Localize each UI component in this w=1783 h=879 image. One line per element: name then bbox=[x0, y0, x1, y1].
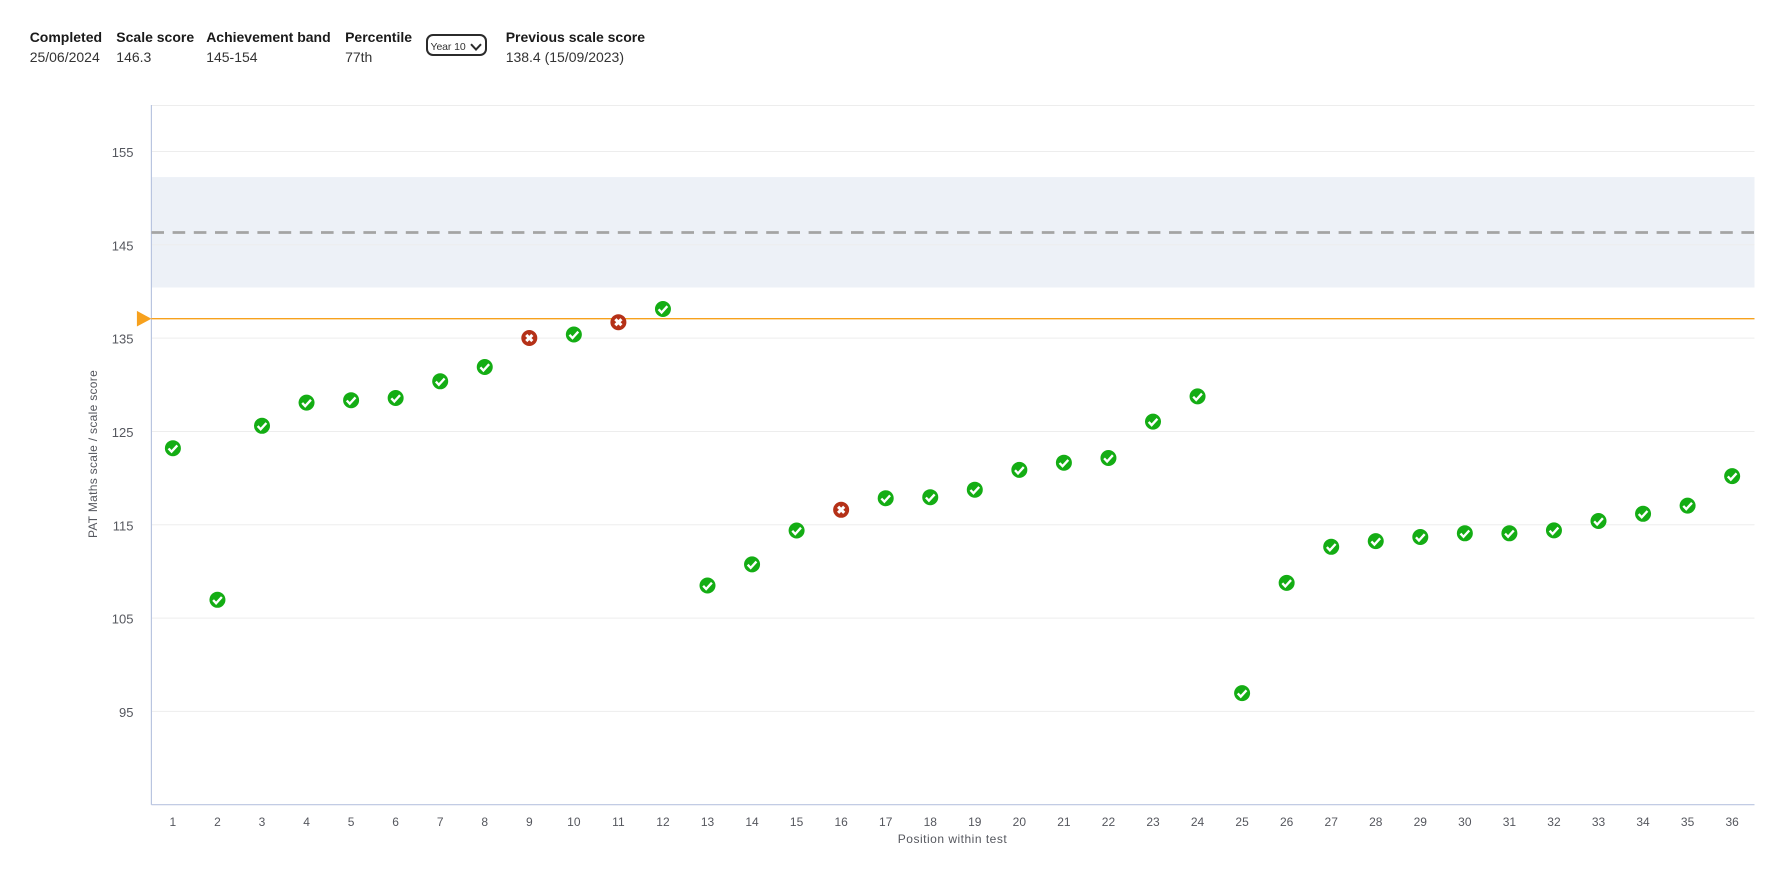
svg-text:35: 35 bbox=[1681, 815, 1695, 829]
svg-text:18: 18 bbox=[924, 815, 938, 829]
svg-text:2: 2 bbox=[214, 815, 221, 829]
svg-text:6: 6 bbox=[392, 815, 399, 829]
svg-text:105: 105 bbox=[112, 612, 134, 627]
svg-text:8: 8 bbox=[481, 815, 488, 829]
svg-text:17: 17 bbox=[879, 815, 893, 829]
svg-text:7: 7 bbox=[437, 815, 444, 829]
svg-text:33: 33 bbox=[1592, 815, 1606, 829]
svg-text:12: 12 bbox=[656, 815, 670, 829]
svg-text:24: 24 bbox=[1191, 815, 1205, 829]
svg-text:22: 22 bbox=[1102, 815, 1116, 829]
svg-text:20: 20 bbox=[1013, 815, 1027, 829]
svg-text:11: 11 bbox=[612, 815, 625, 829]
svg-text:10: 10 bbox=[567, 815, 581, 829]
svg-text:PAT Maths scale / scale score: PAT Maths scale / scale score bbox=[86, 370, 100, 538]
svg-text:4: 4 bbox=[303, 815, 310, 829]
svg-text:29: 29 bbox=[1414, 815, 1428, 829]
svg-text:125: 125 bbox=[112, 425, 134, 440]
svg-text:13: 13 bbox=[701, 815, 715, 829]
svg-text:15: 15 bbox=[790, 815, 804, 829]
svg-text:25: 25 bbox=[1235, 815, 1249, 829]
svg-text:28: 28 bbox=[1369, 815, 1383, 829]
svg-text:16: 16 bbox=[834, 815, 848, 829]
svg-text:115: 115 bbox=[113, 518, 134, 533]
svg-text:Position within test: Position within test bbox=[898, 832, 1008, 846]
svg-text:145: 145 bbox=[112, 238, 134, 253]
svg-text:21: 21 bbox=[1057, 815, 1071, 829]
svg-text:34: 34 bbox=[1636, 815, 1650, 829]
svg-text:3: 3 bbox=[259, 815, 266, 829]
svg-text:30: 30 bbox=[1458, 815, 1472, 829]
svg-text:23: 23 bbox=[1146, 815, 1160, 829]
svg-text:27: 27 bbox=[1325, 815, 1339, 829]
svg-text:95: 95 bbox=[119, 705, 133, 720]
svg-text:14: 14 bbox=[745, 815, 759, 829]
svg-text:31: 31 bbox=[1503, 815, 1517, 829]
svg-text:19: 19 bbox=[968, 815, 982, 829]
svg-text:5: 5 bbox=[348, 815, 355, 829]
svg-text:26: 26 bbox=[1280, 815, 1294, 829]
svg-text:9: 9 bbox=[526, 815, 533, 829]
svg-text:155: 155 bbox=[112, 145, 134, 160]
svg-text:1: 1 bbox=[170, 815, 177, 829]
svg-text:36: 36 bbox=[1725, 815, 1739, 829]
svg-text:32: 32 bbox=[1547, 815, 1561, 829]
svg-text:135: 135 bbox=[112, 332, 134, 347]
